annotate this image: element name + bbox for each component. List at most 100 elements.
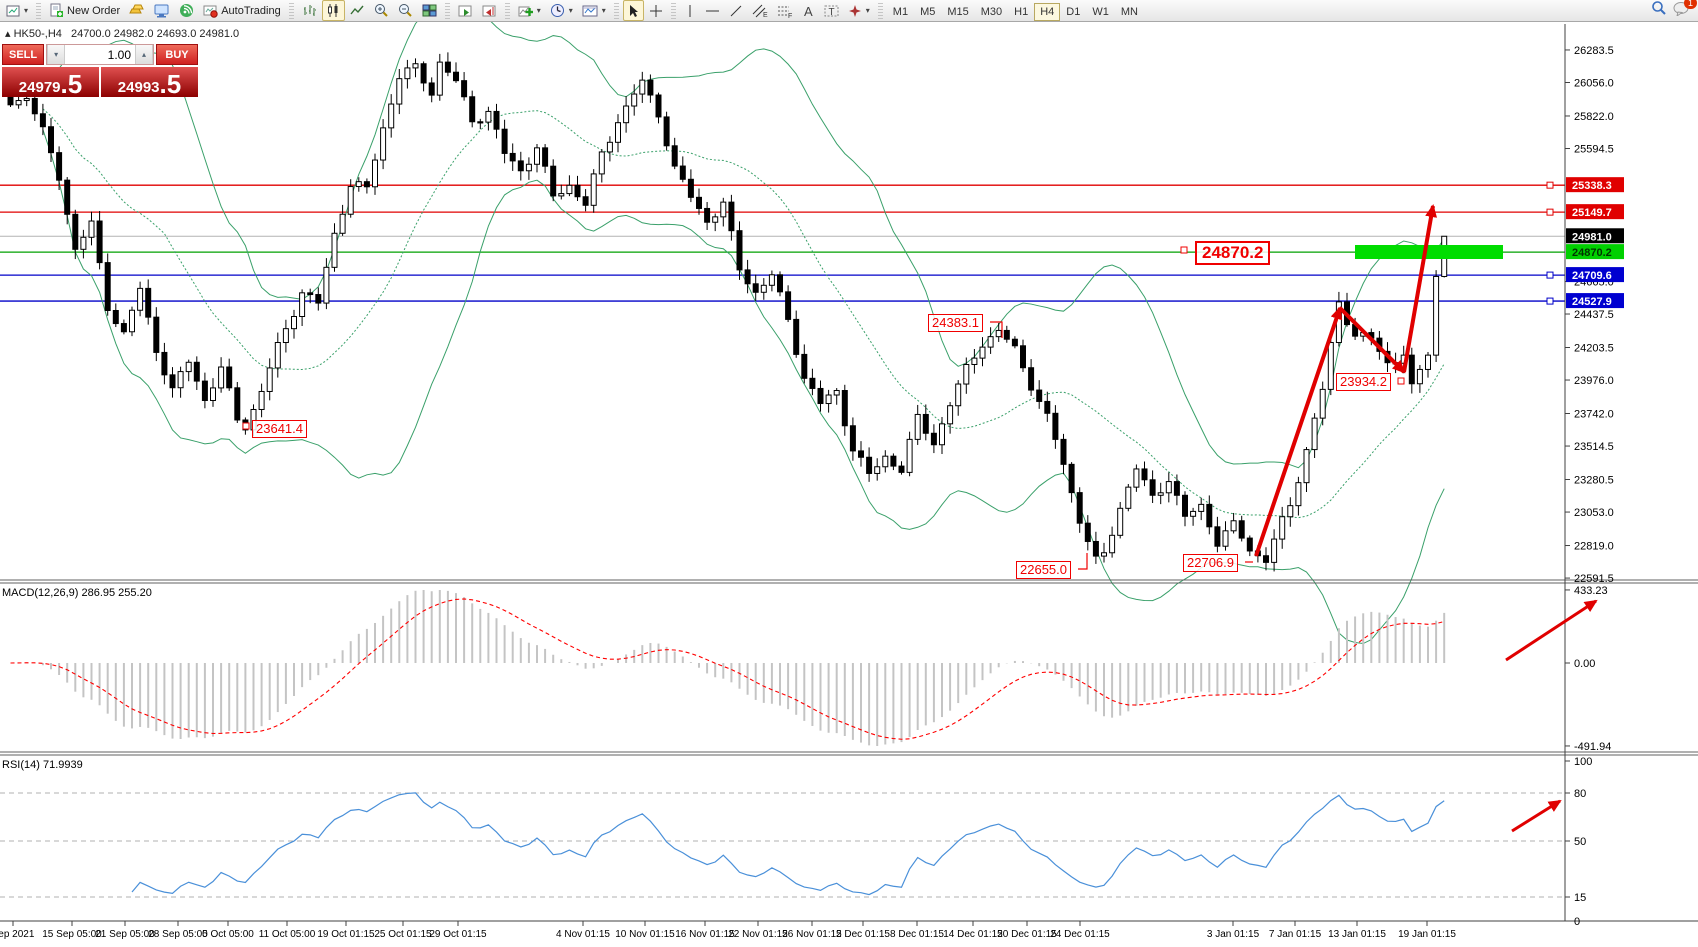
new-order-button[interactable]: New Order — [45, 0, 124, 21]
svg-text:7 Jan 01:15: 7 Jan 01:15 — [1269, 929, 1322, 940]
rsi-axis[interactable]: 100 80 50 15 0 — [1565, 756, 1592, 928]
trendline-tool-button[interactable] — [725, 0, 747, 21]
bar-chart-mode-button[interactable] — [298, 0, 321, 21]
trend-arrow[interactable] — [1402, 204, 1438, 373]
timeframe-MN[interactable]: MN — [1120, 5, 1138, 18]
chart-background — [0, 24, 1698, 947]
crosshair-tool-button[interactable] — [645, 0, 667, 21]
equidistant-channel-tool-button[interactable]: E — [748, 0, 772, 21]
notifications-button[interactable]: 1 — [1673, 0, 1697, 21]
timeframe-M1[interactable]: M1 — [892, 5, 909, 18]
price-annotation[interactable]: 23934.2 — [1336, 373, 1391, 391]
svg-text:29 Oct 01:15: 29 Oct 01:15 — [429, 929, 487, 940]
buy-price[interactable]: 24993 .5 — [101, 67, 198, 97]
zoom-out-icon — [398, 4, 412, 17]
volume-down-stepper[interactable]: ▾ — [47, 45, 66, 64]
svg-text:23742.0: 23742.0 — [1574, 409, 1614, 421]
timeframe-M15[interactable]: M15 — [947, 5, 969, 18]
buy-button[interactable]: BUY — [156, 44, 198, 65]
highlight-zone[interactable] — [1355, 245, 1503, 259]
trend-arrow[interactable] — [1254, 306, 1343, 557]
timeframe-group: M1 M5 M15 M30 H1 H4 D1 W1 MN — [887, 2, 1144, 21]
auto-scroll-icon — [458, 5, 472, 16]
text-label-tool-button[interactable]: T — [820, 0, 843, 21]
terminal-button[interactable] — [150, 0, 174, 21]
svg-text:8 Dec 01:15: 8 Dec 01:15 — [890, 929, 944, 940]
trend-arrow[interactable] — [1505, 599, 1598, 662]
sell-price[interactable]: 24979 .5 — [2, 67, 99, 97]
sell-price-main: 24979 — [18, 79, 61, 96]
one-click-trading-panel: SELL ▾ ▴ BUY 24979 .5 24993 .5 — [2, 44, 198, 97]
svg-text:26283.5: 26283.5 — [1574, 45, 1614, 57]
signals-button[interactable] — [175, 0, 198, 21]
line-handle[interactable] — [1546, 208, 1554, 216]
zoom-out-button[interactable] — [394, 0, 417, 21]
line-handle[interactable] — [1546, 297, 1554, 305]
candlestick-mode-button[interactable] — [321, 0, 345, 21]
annotation-handle[interactable] — [1397, 377, 1405, 385]
timeframe-M5[interactable]: M5 — [920, 5, 936, 18]
signal-icon — [180, 4, 194, 17]
svg-text:23280.5: 23280.5 — [1574, 475, 1614, 487]
tile-windows-icon — [422, 4, 437, 16]
volume-input[interactable] — [65, 45, 135, 64]
price-annotation[interactable]: 22655.0 — [1016, 561, 1071, 579]
line-handle[interactable] — [1546, 181, 1554, 189]
annotation-handle[interactable] — [1180, 246, 1188, 254]
arrows-tool-button[interactable]: ▾ — [844, 0, 874, 21]
periods-button[interactable]: ▾ — [546, 0, 577, 21]
text-tool-button[interactable]: A — [798, 0, 819, 21]
price-annotation[interactable]: 24870.2 — [1195, 241, 1271, 265]
volume-up-stepper[interactable]: ▴ — [135, 45, 153, 64]
timeframe-H4[interactable]: H4 — [1034, 2, 1061, 21]
trend-arrow[interactable] — [1338, 306, 1406, 374]
arrows-shapes-icon — [848, 4, 861, 17]
svg-text:T: T — [828, 7, 834, 18]
horizontal-line-icon — [705, 10, 719, 11]
price-axis[interactable]: 26283.526056.025822.025594.524665.024437… — [1565, 45, 1614, 585]
sell-button[interactable]: SELL — [2, 44, 45, 65]
svg-text:4 Nov 01:15: 4 Nov 01:15 — [556, 929, 610, 940]
annotation-handle[interactable] — [242, 422, 250, 430]
notification-badge: 1 — [1683, 0, 1697, 9]
tile-windows-button[interactable] — [418, 0, 441, 21]
timeframe-H1[interactable]: H1 — [1014, 5, 1029, 18]
candles-layer — [7, 52, 1448, 572]
templates-button[interactable]: ▾ — [578, 0, 610, 21]
auto-scroll-button[interactable] — [454, 0, 477, 21]
svg-text:10 Nov 01:15: 10 Nov 01:15 — [615, 929, 675, 940]
toolbar-grip — [877, 2, 883, 19]
svg-text:2 Dec 01:15: 2 Dec 01:15 — [836, 929, 890, 940]
clock-icon — [550, 4, 564, 17]
deposit-button[interactable] — [125, 0, 149, 21]
price-annotation[interactable]: 22706.9 — [1183, 554, 1238, 572]
macd-axis[interactable]: 433.23 0.00 -491.94 — [1565, 585, 1611, 753]
timeframe-M30[interactable]: M30 — [980, 5, 1003, 18]
price-line-label — [1566, 267, 1624, 283]
price-line-label — [1566, 204, 1624, 220]
chart-window-icon — [6, 5, 20, 16]
price-line-label-text: 24981.0 — [1572, 231, 1612, 243]
line-handle[interactable] — [1546, 271, 1554, 279]
line-chart-mode-button[interactable] — [346, 0, 369, 21]
timeframe-W1[interactable]: W1 — [1092, 5, 1109, 18]
trend-arrow[interactable] — [1511, 799, 1562, 833]
toolbar-right: 1 — [1651, 0, 1698, 21]
price-annotation[interactable]: 24383.1 — [928, 314, 983, 332]
indicators-button[interactable]: ▾ — [514, 0, 545, 21]
cursor-tool-button[interactable] — [622, 0, 644, 21]
toolbar-grip — [504, 2, 510, 19]
search-button[interactable] — [1651, 0, 1667, 21]
timeframe-D1[interactable]: D1 — [1066, 5, 1081, 18]
horizontal-line-tool-button[interactable] — [701, 0, 724, 21]
zoom-in-button[interactable] — [370, 0, 393, 21]
autotrading-button[interactable]: AutoTrading — [199, 0, 285, 21]
fibonacci-tool-button[interactable]: F — [773, 0, 797, 21]
chart-window-button[interactable]: ▾ — [2, 0, 32, 21]
price-annotation[interactable]: 23641.4 — [252, 420, 307, 438]
autotrading-label: AutoTrading — [221, 4, 281, 17]
vertical-line-tool-button[interactable] — [680, 0, 700, 21]
chart-shift-button[interactable] — [478, 0, 501, 21]
